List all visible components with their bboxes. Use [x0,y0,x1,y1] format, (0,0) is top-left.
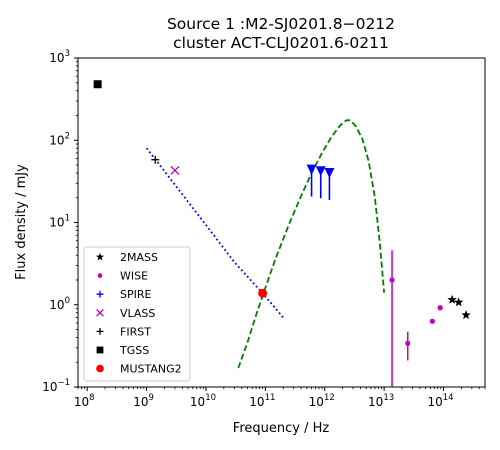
legend-marker-2mass [95,252,105,261]
spire-upper-limit-marker [315,166,326,177]
legend-label-first: FIRST [120,325,151,338]
mustang2-point [258,288,268,298]
x-tick-label-2: 1010 [190,393,216,409]
2mass-point [461,310,471,320]
legend-label-spire: SPIRE [120,288,152,301]
x-tick-label-0: 108 [74,393,95,409]
chart-title-line2: cluster ACT-CLJ0201.6-0211 [173,34,389,52]
y-tick-label-1: 100 [49,296,70,312]
legend: 2MASS WISE SPIRE VLASS FIRST TGSS MUSTANG2 [83,246,191,382]
legend-marker-spire [96,290,104,298]
wise-point [405,340,411,346]
wise-point [429,318,435,324]
legend-frame [83,246,191,382]
2mass-point [453,297,464,307]
legend-marker-wise [97,273,103,278]
wise-point [437,305,443,311]
legend-marker-vlass [96,308,104,317]
legend-label-2mass: 2MASS [120,251,158,264]
spire-upper-limit-marker [324,167,335,178]
legend-marker-mustang2 [96,364,104,373]
legend-label-vlass: VLASS [120,307,155,320]
y-tick-label-0: 10−1 [42,378,70,394]
x-tick-label-1: 109 [133,393,154,409]
x-tick-label-5: 1013 [368,393,394,409]
y-tick-label-2: 101 [49,214,70,230]
legend-label-wise: WISE [120,270,148,283]
y-axis-label: Flux density / mJy [14,164,29,280]
chart-title-line1: Source 1 :M2-SJ0201.8−0212 [167,15,395,33]
tgss-point [93,80,102,89]
legend-marker-tgss [96,346,104,354]
vlass-point [170,165,180,175]
axes-layer: 108 109 1010 1011 1012 1013 1014 10−1 100 101 102 1… [42,49,486,409]
legend-label-tgss: TGSS [119,344,149,357]
x-axis-label: Frequency / Hz [233,421,330,436]
data-marks-layer [93,80,471,387]
y-tick-label-3: 102 [49,131,70,147]
y-tick-label-4: 103 [49,49,70,65]
legend-marker-first [96,328,104,335]
x-tick-label-3: 1011 [249,393,275,409]
first-point [151,155,160,164]
legend-label-mustang2: MUSTANG2 [120,363,182,376]
x-tick-label-4: 1012 [309,393,335,409]
x-tick-label-6: 1014 [427,393,453,409]
model-line-dashed [237,119,385,369]
wise-point [389,277,395,283]
spire-upper-limit-marker [306,164,317,175]
2mass-point [447,294,457,304]
